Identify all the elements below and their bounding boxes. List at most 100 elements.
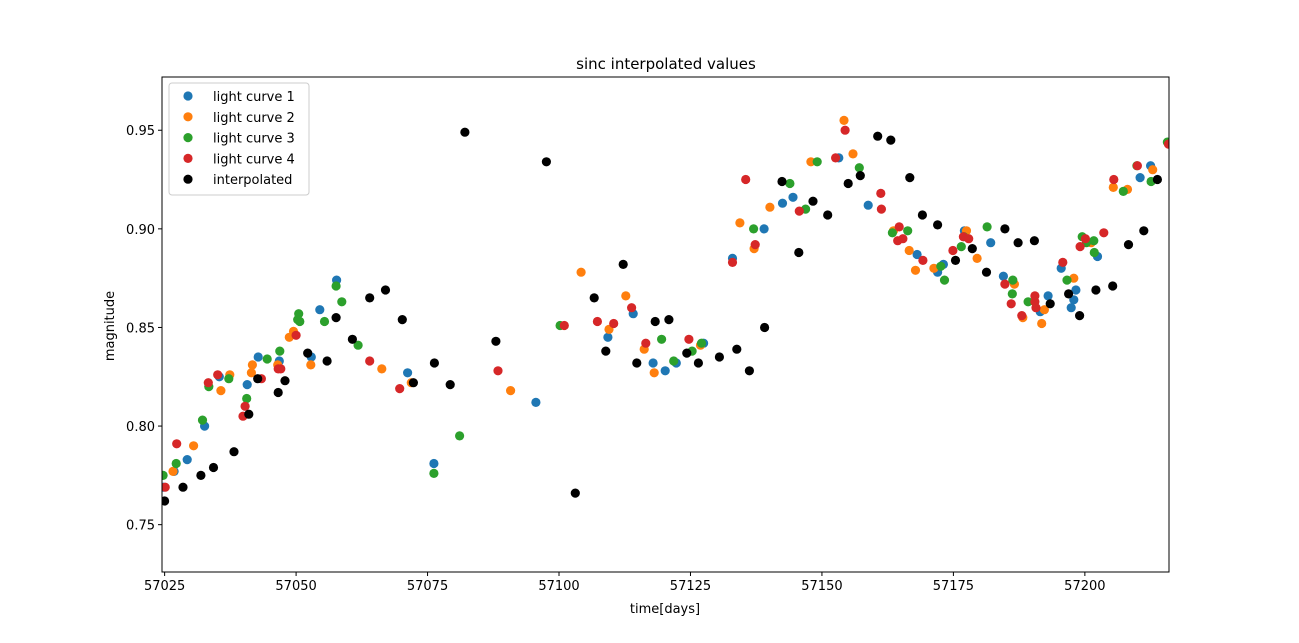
data-point [365, 356, 375, 366]
data-point [648, 358, 658, 368]
data-point [982, 222, 992, 232]
data-point [1062, 275, 1072, 285]
data-point [794, 206, 804, 216]
data-point [621, 291, 631, 301]
data-point [839, 115, 849, 125]
data-point [760, 322, 770, 333]
data-point [172, 439, 182, 449]
data-point [714, 352, 725, 362]
data-point [491, 336, 501, 346]
data-point [765, 202, 775, 212]
data-point [294, 309, 304, 319]
data-point [918, 255, 928, 265]
legend-label: interpolated [213, 173, 292, 188]
data-point [684, 334, 694, 344]
data-point [229, 447, 239, 457]
data-point [1099, 228, 1109, 238]
data-point [1000, 224, 1010, 234]
axes-frame [161, 76, 1170, 573]
data-point [873, 131, 883, 141]
data-point [403, 368, 413, 378]
legend-marker [183, 91, 193, 101]
data-point [904, 245, 914, 256]
data-point [541, 157, 552, 167]
data-point [353, 340, 363, 350]
data-point [812, 157, 822, 167]
data-point [171, 458, 181, 469]
data-point [785, 178, 795, 189]
data-point [749, 224, 759, 234]
data-point [981, 267, 992, 277]
data-point [788, 192, 798, 202]
data-point [601, 346, 611, 356]
data-points [162, 115, 1169, 506]
data-point [213, 370, 223, 380]
data-point [592, 316, 603, 327]
data-point [1148, 165, 1158, 175]
data-point [1007, 289, 1017, 299]
data-point [777, 198, 788, 208]
data-point [1029, 236, 1039, 246]
data-point [1108, 281, 1118, 291]
data-point [1108, 182, 1118, 192]
data-point [649, 368, 659, 378]
data-point [876, 188, 886, 198]
data-point [1080, 234, 1090, 244]
x-tick-label: 57200 [1064, 579, 1105, 594]
data-point [162, 482, 170, 492]
data-point [939, 275, 950, 285]
data-point [203, 378, 213, 388]
data-point [910, 265, 921, 275]
data-point [986, 238, 996, 248]
data-point [347, 334, 357, 344]
data-point [291, 330, 301, 340]
data-point [627, 303, 637, 313]
series-4 [162, 125, 1169, 492]
data-point [242, 393, 252, 404]
data-point [408, 378, 418, 388]
chart-title: sinc interpolated values [576, 55, 756, 73]
data-point [912, 249, 922, 260]
data-point [460, 127, 470, 137]
data-point [794, 247, 804, 258]
x-tick-label: 57150 [801, 579, 842, 594]
data-point [855, 171, 865, 181]
x-tick-label: 57125 [670, 579, 711, 594]
data-point [246, 368, 256, 378]
data-point [455, 431, 465, 441]
data-point [603, 332, 613, 342]
data-point [242, 380, 252, 390]
data-point [262, 354, 272, 364]
data-point [905, 173, 915, 183]
data-point [162, 496, 170, 506]
data-point [216, 386, 226, 396]
data-point [1006, 299, 1016, 309]
data-point [253, 352, 263, 362]
y-tick-label: 0.80 [126, 420, 155, 435]
data-point [898, 234, 908, 244]
data-point [429, 358, 439, 368]
y-tick-label: 0.75 [126, 519, 155, 534]
data-point [843, 178, 853, 189]
data-point [1163, 139, 1169, 149]
y-tick-label: 0.90 [126, 223, 155, 238]
data-point [276, 364, 286, 374]
data-point [253, 374, 263, 384]
data-point [917, 210, 928, 220]
data-point [445, 380, 455, 390]
data-point [493, 366, 503, 376]
data-point [903, 226, 913, 236]
data-point [1013, 238, 1023, 248]
data-point [741, 174, 751, 185]
legend-marker [183, 112, 193, 122]
data-point [576, 267, 586, 277]
legend-marker [183, 153, 193, 163]
series-5 [162, 127, 1162, 506]
data-point [956, 242, 966, 252]
data-point [196, 470, 206, 480]
data-point [429, 458, 439, 469]
data-point [808, 196, 818, 206]
data-point [240, 401, 250, 411]
data-point [1118, 186, 1128, 196]
data-point [1109, 174, 1119, 185]
